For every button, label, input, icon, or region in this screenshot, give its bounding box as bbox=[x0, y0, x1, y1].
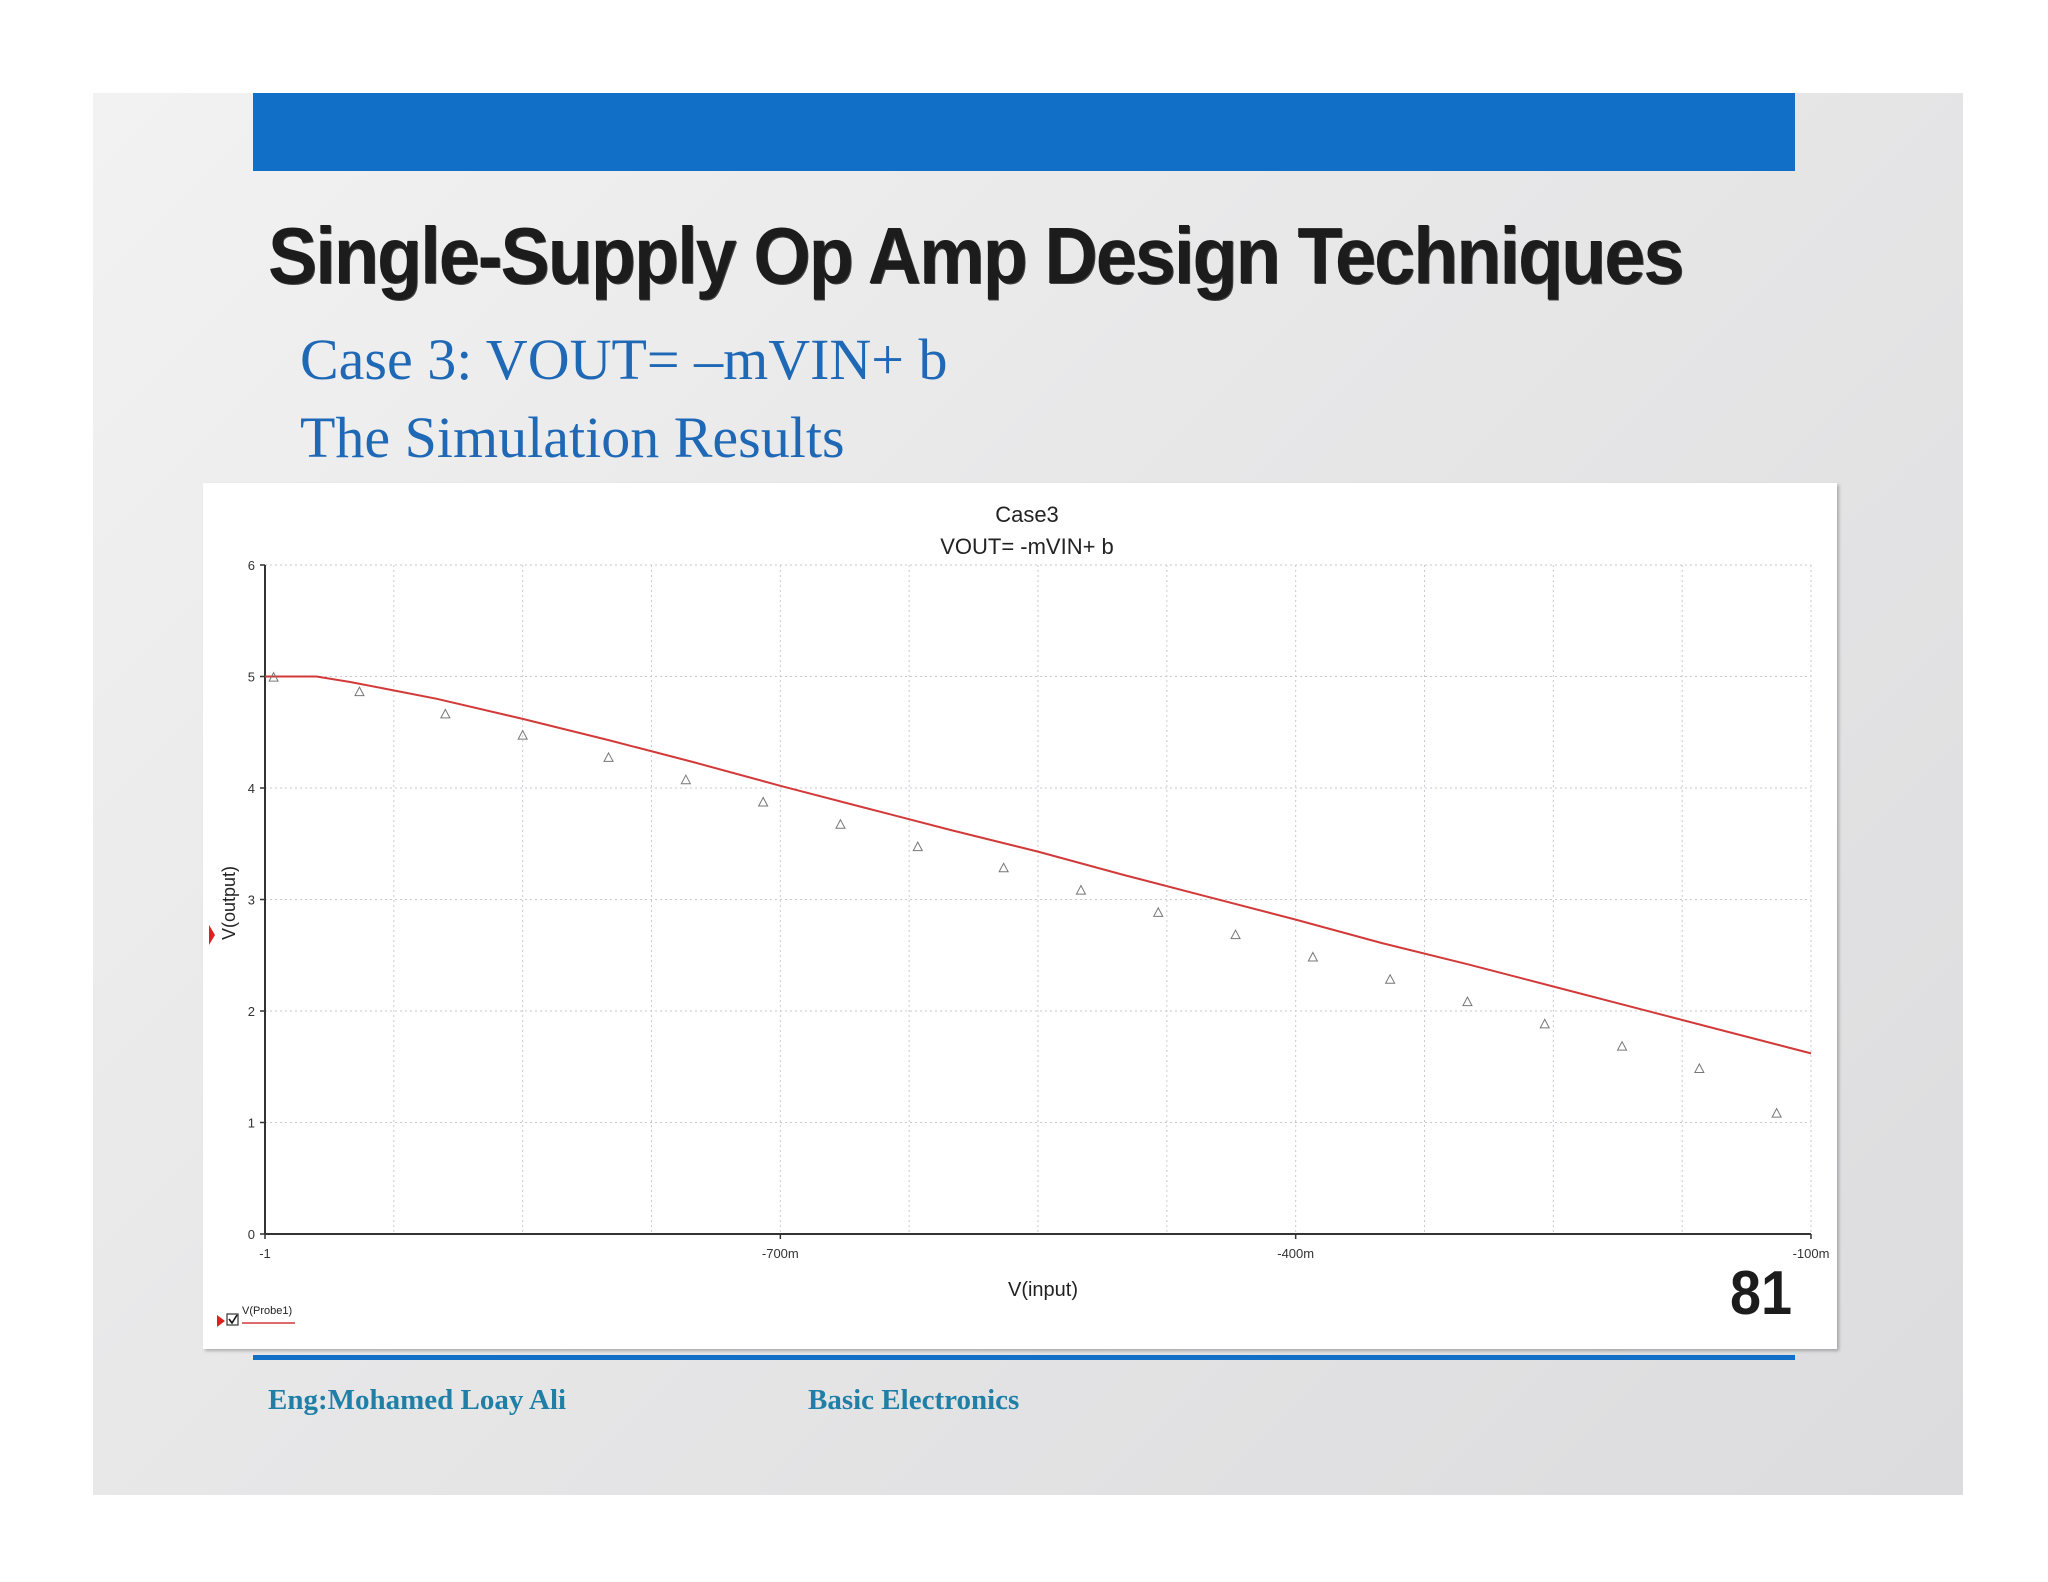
data-point-marker bbox=[1307, 951, 1319, 962]
chart-markers bbox=[268, 671, 1782, 1118]
chart-legend: V(Probe1) bbox=[217, 1305, 295, 1327]
y-tick-label: 2 bbox=[248, 1004, 255, 1019]
x-axis-label: V(input) bbox=[1008, 1279, 1078, 1301]
x-tick-label: -100m bbox=[1793, 1246, 1830, 1261]
chart-axes: 0 1 2 3 4 5 6 -1 -700m -400m -100m bbox=[248, 558, 1830, 1261]
data-point-marker bbox=[1462, 996, 1473, 1007]
y-tick-label: 4 bbox=[248, 781, 255, 796]
x-tick-label: -400m bbox=[1277, 1246, 1314, 1261]
footer-course: Basic Electronics bbox=[808, 1384, 1020, 1416]
data-point-marker bbox=[1152, 906, 1164, 917]
y-tick-label: 3 bbox=[248, 893, 255, 908]
y-tick-label: 5 bbox=[248, 670, 255, 685]
chart-series bbox=[265, 675, 1812, 1055]
data-point-marker bbox=[757, 796, 769, 807]
check-icon bbox=[228, 1314, 238, 1325]
slide-subtitle-case: Case 3: VOUT= –mVIN+ b bbox=[300, 327, 948, 392]
x-tick-label: -1 bbox=[259, 1246, 271, 1261]
series-line bbox=[265, 675, 1812, 1055]
y-tick-label: 0 bbox=[248, 1227, 255, 1242]
legend-marker-icon bbox=[217, 1315, 225, 1327]
data-point-marker bbox=[1075, 884, 1087, 895]
data-point-marker bbox=[603, 751, 614, 762]
slide-subtitle-results: The Simulation Results bbox=[300, 405, 845, 470]
x-tick-label: -700m bbox=[762, 1246, 799, 1261]
y-tick-label: 1 bbox=[248, 1116, 255, 1131]
data-point-marker bbox=[680, 774, 692, 785]
chart-title: Case3 bbox=[995, 502, 1059, 527]
data-point-marker bbox=[354, 686, 365, 697]
data-point-marker bbox=[912, 841, 924, 852]
page-number: 81 bbox=[1730, 1259, 1793, 1328]
data-point-marker bbox=[1539, 1018, 1551, 1029]
data-point-marker bbox=[1230, 929, 1241, 940]
data-point-marker bbox=[268, 671, 279, 682]
data-point-marker bbox=[835, 818, 846, 829]
y-axis-cursor-marker[interactable] bbox=[209, 925, 215, 945]
legend-checkbox[interactable] bbox=[226, 1313, 239, 1326]
chart-subtitle: VOUT= -mVIN+ b bbox=[940, 534, 1114, 559]
data-point-marker bbox=[1771, 1107, 1782, 1118]
data-point-marker bbox=[1694, 1062, 1705, 1073]
data-point-marker bbox=[1616, 1040, 1628, 1051]
y-tick-label: 6 bbox=[248, 558, 255, 573]
chart-grid bbox=[264, 564, 1812, 1235]
slide-title: Single-Supply Op Amp Design Techniques bbox=[268, 211, 1684, 300]
data-point-marker bbox=[517, 729, 528, 740]
footer-author: Eng:Mohamed Loay Ali bbox=[268, 1384, 567, 1416]
top-accent-bar bbox=[253, 93, 1795, 171]
bottom-accent-rule bbox=[253, 1355, 1795, 1360]
data-point-marker bbox=[440, 708, 451, 719]
simulation-chart-panel: 0 1 2 3 4 5 6 -1 -700m -400m -100m Case3 VOUT= -mV… bbox=[203, 483, 1837, 1349]
simulation-chart: 0 1 2 3 4 5 6 -1 -700m -400m -100m Case3 VOUT= -mV… bbox=[209, 502, 1830, 1327]
data-point-marker bbox=[998, 862, 1009, 873]
y-axis-label: V(output) bbox=[219, 866, 239, 940]
data-point-marker bbox=[1384, 973, 1396, 984]
legend-label: V(Probe1) bbox=[242, 1305, 292, 1317]
